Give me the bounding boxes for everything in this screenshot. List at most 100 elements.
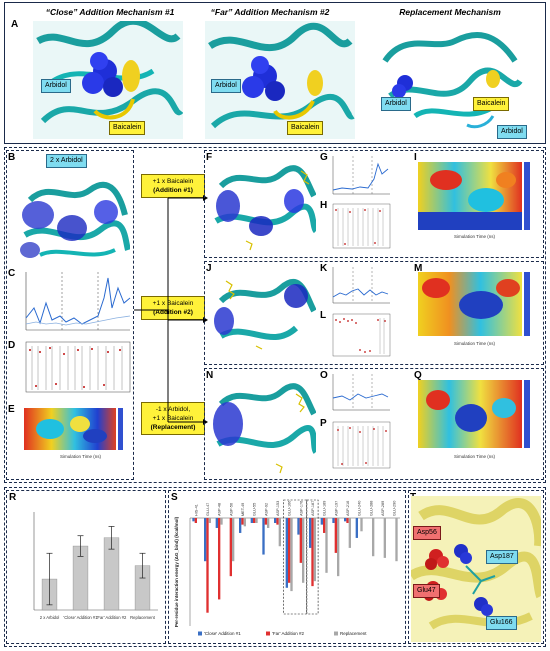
panel-label-i: I (414, 152, 417, 163)
s-bar (313, 518, 316, 582)
bottom-section (4, 487, 546, 647)
panel-label-g: G (320, 152, 328, 163)
panel-label-q: Q (414, 370, 422, 381)
s-bar (320, 518, 323, 525)
s-tick-label: GLU-166 (288, 501, 292, 516)
rmsd-plot-o (332, 374, 390, 411)
sim-time-label-q: Simulation Time (ns) (454, 454, 496, 459)
panel-label-j: J (206, 263, 212, 274)
row-addition-2 (204, 261, 544, 365)
flow-arrows (134, 195, 208, 425)
mechanism-title-far: “Far” Addition Mechanism #2 (210, 7, 330, 17)
mechanism-title-replacement: Replacement Mechanism (399, 7, 501, 17)
s-bar (299, 518, 302, 563)
s-bar (267, 518, 270, 528)
s-bar (206, 518, 209, 613)
s-tick-label: ASP-187 (311, 501, 315, 516)
s-bar (332, 518, 335, 523)
panel-label-h: H (320, 200, 328, 211)
s-tick-label: HIS-41 (194, 504, 198, 516)
panel-t-box (408, 490, 544, 644)
s-bar (253, 518, 256, 523)
s-bar (302, 518, 305, 583)
r-tick-label: 'Close' Addition #1 (63, 615, 98, 620)
s-bar (204, 518, 207, 562)
s-tick-label: ASP-176 (299, 501, 303, 516)
scenario-2-line1: +1 x Baicalein (152, 300, 194, 307)
s-bar (250, 518, 253, 523)
baicalein-label-far: Baicalein (287, 121, 324, 135)
s-bar (325, 518, 328, 573)
s-bar (290, 518, 293, 592)
s-tick-label: ASP-289 (381, 501, 385, 516)
distance-plot-p (332, 421, 391, 469)
contour-map-m: Simulation Time (ns) (418, 272, 530, 346)
chart-s: Per-residue interaction energy (ΔG_bind)… (174, 499, 400, 636)
row-addition-1 (204, 150, 544, 258)
s-bar (276, 518, 279, 525)
asp187-label: Asp187 (486, 550, 518, 564)
mechanism-title-close: “Close” Addition Mechanism #1 (45, 7, 175, 17)
arbidol-label-close: Arbidol (41, 79, 71, 93)
glu166-label: Glu166 (486, 616, 517, 630)
panel-label-c: C (8, 268, 16, 279)
scenario-3-line2: +1 x Baicalein (152, 415, 194, 422)
s-bar (274, 518, 277, 523)
s-bar (355, 518, 358, 538)
s-bar (243, 518, 246, 527)
panel-label-k: K (320, 263, 328, 274)
distance-plot-l (332, 313, 391, 357)
protein-close-image (33, 21, 183, 139)
s-tick-label: GLU-47 (206, 503, 210, 516)
arbidol-label-released: Arbidol (497, 125, 527, 139)
distance-plot-d (25, 341, 131, 393)
s-bar (220, 518, 223, 525)
panel-label-p: P (320, 418, 327, 429)
panel-label-d: D (8, 340, 16, 351)
s-tick-label: GLU-55 (253, 503, 257, 516)
s-bar (241, 518, 244, 525)
panel-r-box (6, 490, 166, 644)
s-bar (337, 518, 340, 577)
s-bar (360, 518, 363, 532)
s-bar (229, 518, 232, 577)
s-legend-label: 'Close' Addition #1 (204, 631, 241, 636)
s-bar (215, 518, 218, 528)
s-bar (346, 518, 349, 523)
r-tick-label: 2 x Arbidol (40, 615, 60, 620)
sim-time-label-i: Simulation Time (ns) (454, 234, 496, 239)
rmsd-plot-c (25, 272, 131, 331)
panel-label-l: L (320, 310, 327, 321)
s-tick-label: ASP-197 (334, 501, 338, 516)
protein-b-image (20, 181, 130, 258)
protein-replacement-image (375, 21, 525, 139)
s-bar (285, 518, 288, 588)
s-bar (239, 518, 242, 533)
protein-j-image (214, 278, 316, 350)
s-tick-label: GLU-240 (358, 501, 362, 516)
s-bar (334, 518, 337, 553)
rmsd-plot-g (332, 156, 390, 195)
protein-n-image (213, 383, 316, 474)
s-bar (278, 518, 281, 547)
s-legend-swatch (266, 631, 270, 636)
r-tick-label: 'Far' Addition #2 (97, 615, 127, 620)
scenario-3-line1: -1 x Arbidol, (155, 406, 191, 413)
s-bar (288, 518, 291, 583)
asp56-label: Asp56 (413, 526, 441, 540)
s-tick-label: ASP-56 (229, 503, 233, 516)
s-bar (208, 518, 211, 523)
s-legend-label: Replacement (340, 631, 367, 636)
s-tick-label: GLU-189 (323, 501, 327, 516)
panel-label-b: B (8, 152, 16, 163)
contour-map-e: Simulation Time (ns) (24, 408, 123, 459)
chart-r: 2 x Arbidol 'Close' Addition #1 'Far' Addi… (33, 512, 158, 620)
scenario-replacement-box: -1 x Arbidol, +1 x Baicalein (Replacemen… (141, 402, 205, 435)
scenario-1-line2: (Addition #1) (153, 187, 193, 194)
s-bar (255, 518, 258, 523)
rmsd-plot-k (332, 267, 390, 304)
protein-far-image (205, 21, 355, 139)
s-tick-label: ASP-153 (276, 501, 280, 516)
r-tick-label: Replacement (130, 615, 156, 620)
arbidol-label-far: Arbidol (211, 79, 241, 93)
